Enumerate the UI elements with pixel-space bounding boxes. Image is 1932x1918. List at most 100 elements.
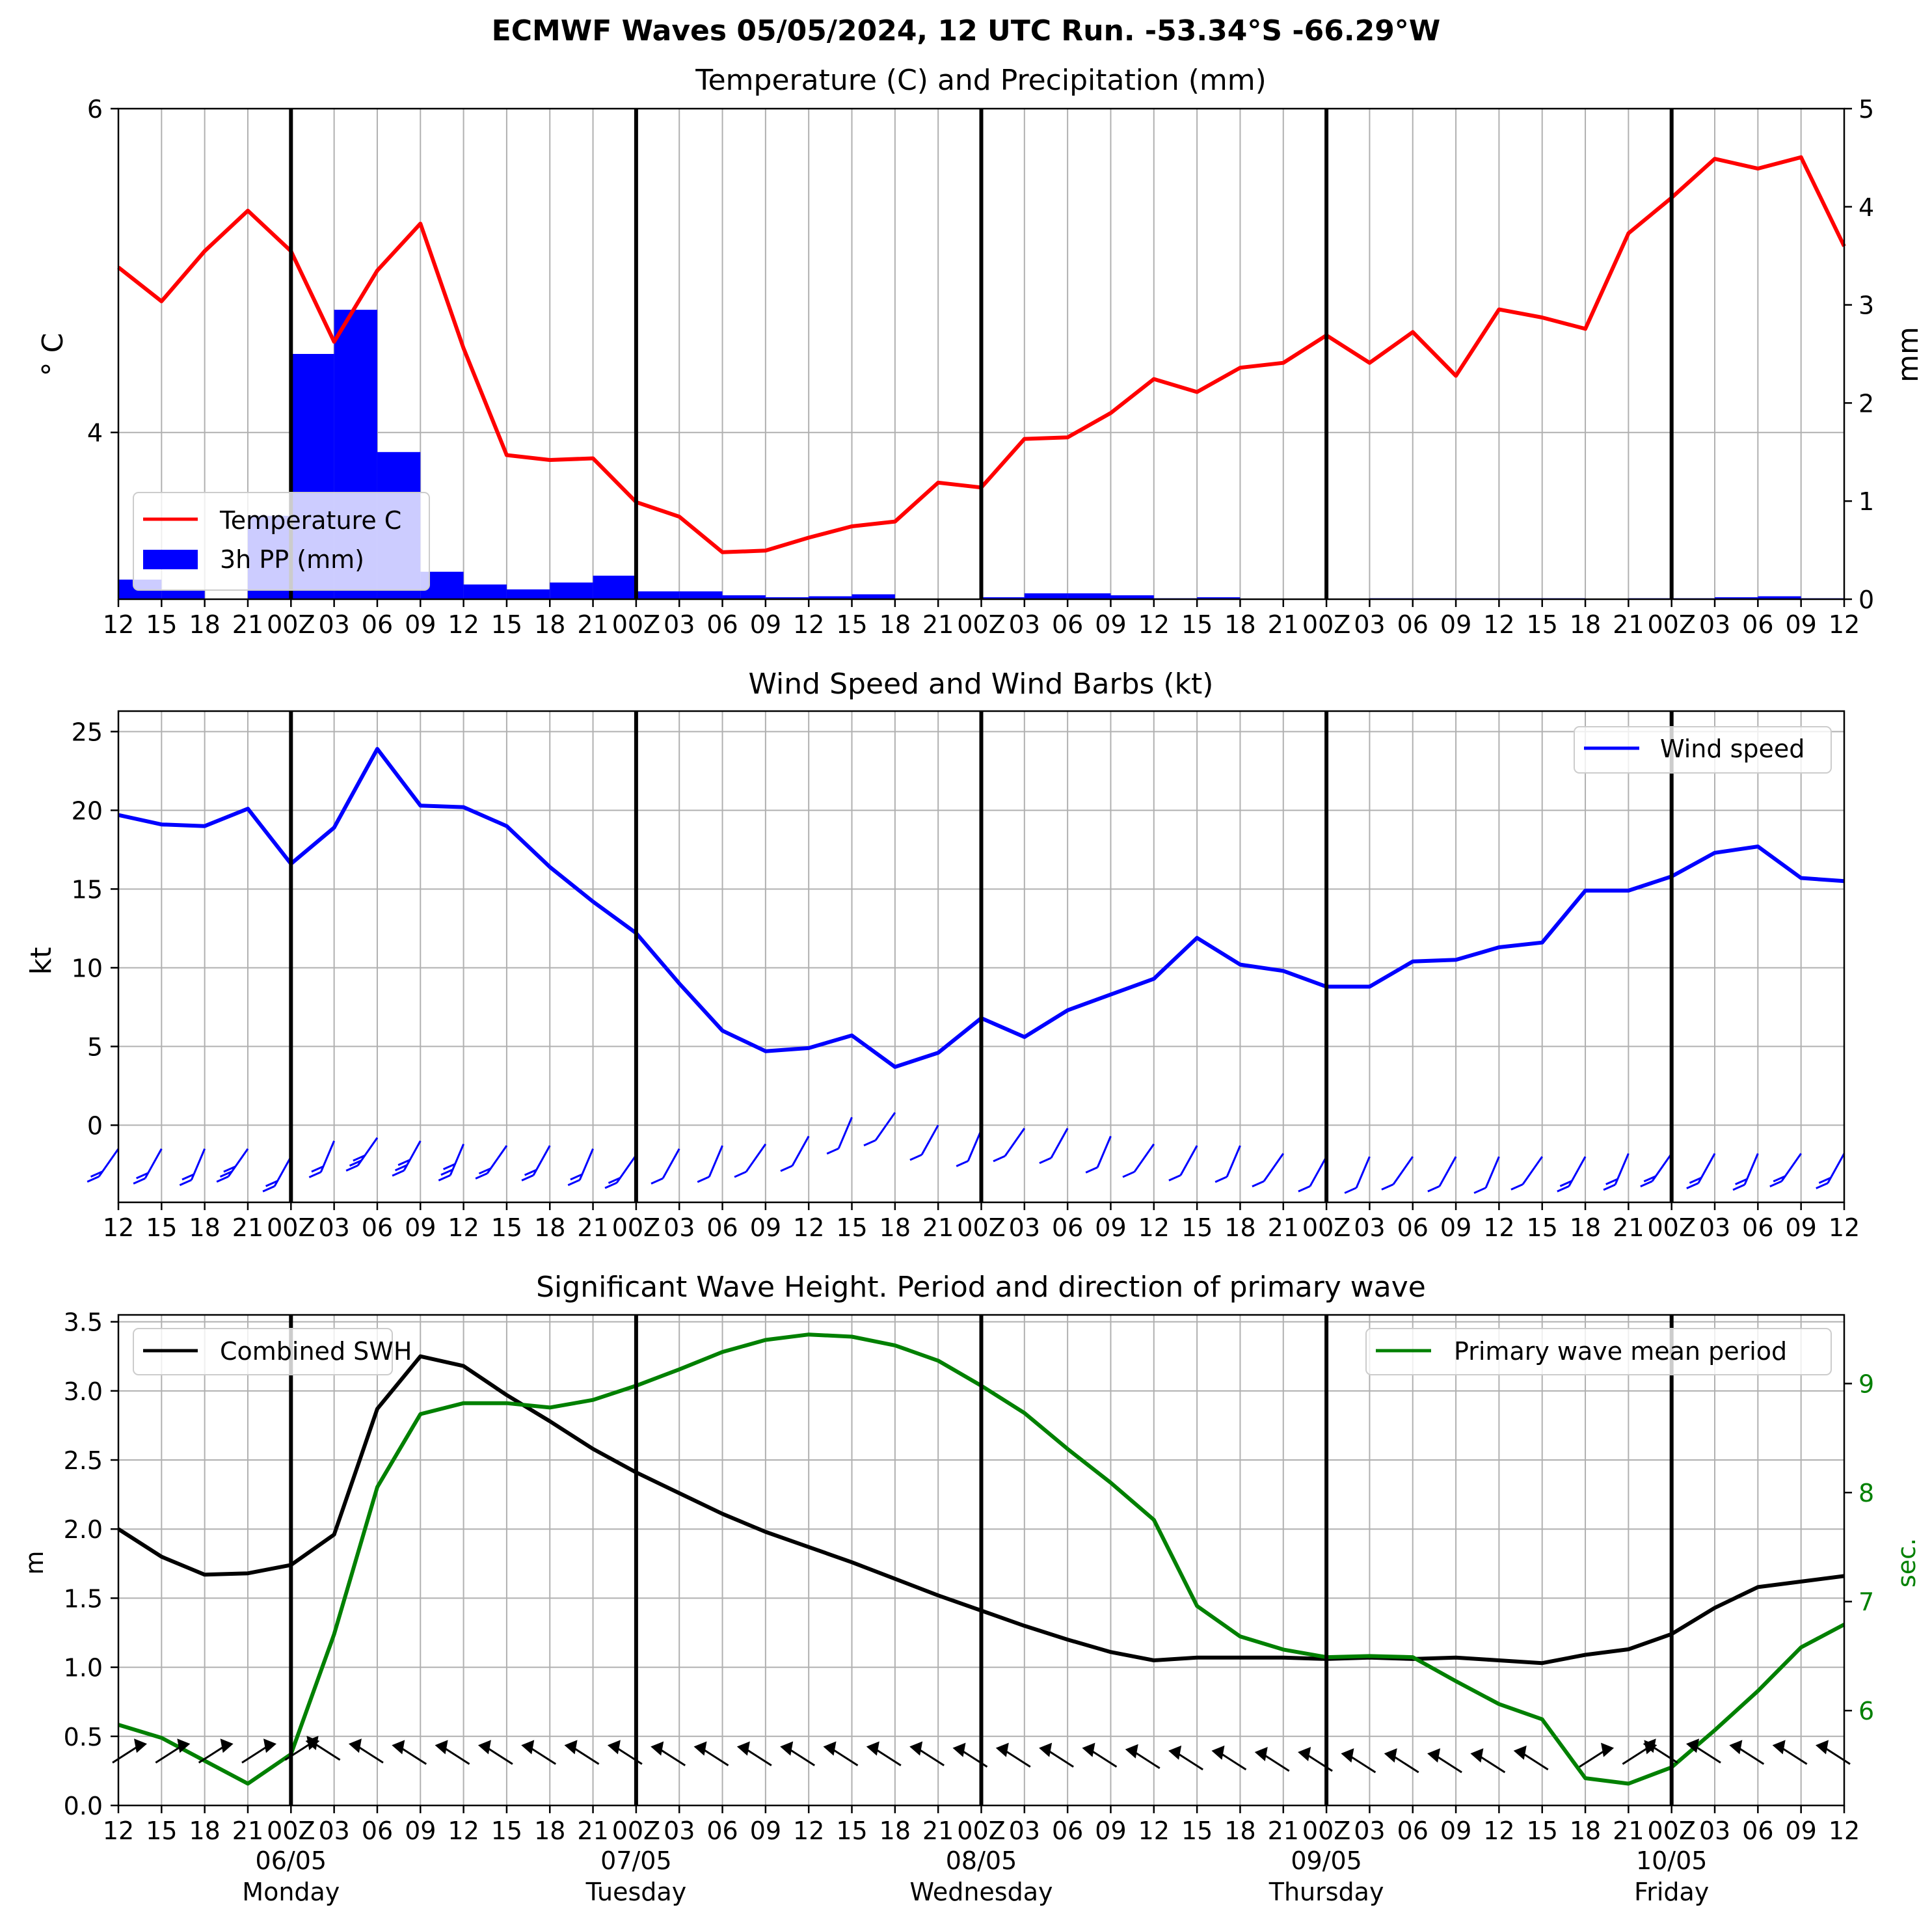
- x-tick-label: 00Z: [1648, 610, 1696, 639]
- x-tick-label: 00Z: [957, 610, 1005, 639]
- wind-barb-shaft: [662, 1148, 680, 1179]
- x-tick-label: 06: [706, 610, 738, 639]
- x-tick-label: 09: [405, 610, 436, 639]
- x-tick-label: 06: [706, 1817, 738, 1845]
- x-tick-label: 09: [1785, 1213, 1816, 1242]
- wind-barb: [1085, 1135, 1112, 1174]
- wind-barb-feather: [1085, 1166, 1098, 1174]
- wind-barb: [1039, 1128, 1069, 1165]
- precipitation-bar: [1110, 595, 1154, 599]
- wind-barb-feather: [697, 1176, 710, 1183]
- right-y-tick-label: 3: [1858, 291, 1874, 320]
- arrow-shaft: [702, 1748, 729, 1766]
- y-tick-label: 2.0: [64, 1515, 103, 1544]
- right-y-tick-label: 4: [1858, 193, 1874, 222]
- wind-barb-feather: [1168, 1174, 1181, 1182]
- wind-barb: [1122, 1143, 1155, 1178]
- x-tick-label: 09: [750, 1817, 781, 1845]
- x-tick-label: 21: [922, 610, 954, 639]
- x-tick-label: 15: [146, 610, 177, 639]
- precipitation-bar: [1758, 596, 1801, 599]
- wind-barb: [1252, 1153, 1285, 1187]
- x-tick-label: 03: [1009, 1213, 1040, 1242]
- x-tick-label: 15: [836, 610, 867, 639]
- wind-barb-shaft: [1050, 1128, 1069, 1159]
- x-tick-label: 06: [362, 610, 393, 639]
- right-y-tick-label: 9: [1858, 1370, 1874, 1399]
- wind-barb: [1168, 1145, 1198, 1182]
- wind-barb-shaft: [1522, 1155, 1543, 1185]
- wind-barb-feather: [349, 1159, 362, 1167]
- wind-barb-shaft: [920, 1124, 939, 1155]
- x-tick-label: 00Z: [957, 1817, 1005, 1845]
- arrow-head: [651, 1741, 664, 1756]
- wind-barb-feather: [353, 1154, 366, 1162]
- arrow-shaft: [918, 1748, 945, 1766]
- precipitation-bar: [1715, 597, 1758, 599]
- legend-period-label: Primary wave mean period: [1454, 1337, 1787, 1366]
- day-date-label: 10/05: [1636, 1846, 1708, 1875]
- wind-barb-shaft: [874, 1112, 896, 1141]
- wind-barb: [697, 1145, 723, 1183]
- x-tick-label: 15: [836, 1817, 867, 1845]
- wave-direction-arrow: [155, 1738, 191, 1764]
- arrow-shaft: [284, 1742, 312, 1761]
- x-tick-label: 09: [1095, 1817, 1126, 1845]
- x-tick-label: 03: [1699, 1213, 1730, 1242]
- wave-direction-arrow: [1039, 1742, 1074, 1768]
- wind-x-ticks: 12 15 18 21 00Z 03 06 09 12 15 18 21 00Z 03 06 09 12 15 18…: [103, 1202, 1860, 1242]
- x-tick-label: 18: [189, 1817, 220, 1845]
- precip-y-axis-label: mm: [1892, 327, 1925, 383]
- x-tick-label: 09: [1095, 1213, 1126, 1242]
- wind-barbs: [87, 1112, 1845, 1195]
- x-tick-label: 09: [1440, 610, 1471, 639]
- arrow-head: [1168, 1745, 1182, 1760]
- x-tick-label: 18: [189, 610, 220, 639]
- x-tick-label: 00Z: [612, 610, 660, 639]
- arrow-shaft: [1479, 1755, 1506, 1774]
- wind-barb-feather: [826, 1147, 839, 1155]
- arrow-head: [1729, 1740, 1743, 1755]
- wind-barb-feather: [1344, 1187, 1357, 1195]
- wind-barb: [909, 1124, 939, 1161]
- arrow-shaft: [961, 1749, 988, 1768]
- x-tick-label: 12: [1483, 1817, 1514, 1845]
- wind-barb-feather: [780, 1165, 793, 1172]
- wave-direction-arrow: [1211, 1745, 1247, 1771]
- x-tick-label: 06: [1397, 1817, 1429, 1845]
- wind-barb-feather: [608, 1176, 621, 1184]
- arrow-head: [220, 1738, 234, 1753]
- y-tick-label: 0: [87, 1111, 103, 1140]
- x-tick-label: 15: [1527, 610, 1558, 639]
- period-legend: Primary wave mean period: [1365, 1328, 1832, 1375]
- wind-barb-feather: [1381, 1183, 1394, 1191]
- wind-barb-feather: [521, 1174, 534, 1182]
- wind-y-axis-label: kt: [25, 947, 58, 975]
- wind-barb-feather: [909, 1154, 922, 1161]
- wind-panel-title: Wind Speed and Wind Barbs (kt): [749, 668, 1214, 701]
- arrow-head: [1816, 1740, 1829, 1755]
- legend-swh-label: Combined SWH: [220, 1337, 412, 1366]
- precipitation-bar: [1197, 597, 1241, 599]
- arrow-head: [564, 1740, 578, 1755]
- precipitation-bar: [981, 597, 1025, 599]
- x-tick-label: 12: [103, 1817, 134, 1845]
- wind-barb-feather: [438, 1174, 451, 1182]
- wind-barb-feather: [1510, 1183, 1523, 1191]
- wind-barb-feather: [311, 1165, 324, 1173]
- wind-barb-feather: [181, 1173, 195, 1181]
- right-y-tick-label: 8: [1858, 1479, 1874, 1507]
- wave-direction-arrow: [1513, 1745, 1549, 1771]
- wave-direction-arrow: [1686, 1738, 1721, 1764]
- x-tick-label: 06: [1742, 1817, 1773, 1845]
- x-tick-label: 03: [1699, 1817, 1730, 1845]
- arrow-shaft: [1047, 1749, 1074, 1768]
- precipitation-bar: [161, 589, 205, 599]
- x-tick-label: 00Z: [1302, 1817, 1350, 1845]
- right-y-tick-label: 6: [1858, 1697, 1874, 1725]
- day-weekday-label: Thursday: [1268, 1878, 1384, 1906]
- arrow-head: [435, 1740, 448, 1755]
- x-tick-label: 21: [577, 1213, 608, 1242]
- y-tick-label: 6: [87, 95, 103, 124]
- x-tick-label: 18: [1224, 1213, 1255, 1242]
